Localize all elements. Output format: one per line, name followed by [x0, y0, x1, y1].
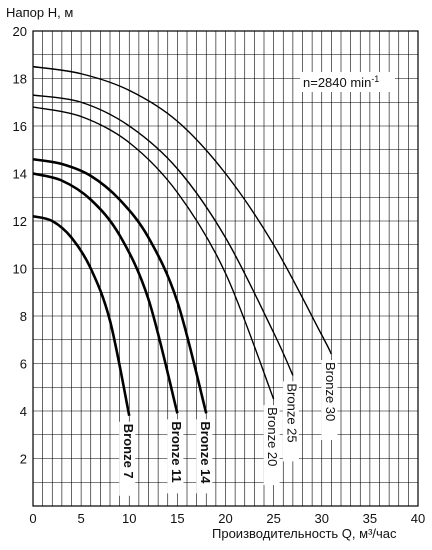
series-label-bg — [321, 360, 338, 440]
annotation-box — [300, 72, 395, 92]
x-axis-label: Производительность Q, м³/час — [212, 526, 397, 541]
x-tick-label: 25 — [266, 511, 280, 526]
tick-labels: 0 5 10 15 20 25 30 35 40 2 4 6 8 10 12 14 16 18 20 — [13, 24, 426, 526]
x-tick-label: 30 — [315, 511, 329, 526]
series-line-bronze-30 — [32, 65, 332, 355]
series-lines — [32, 65, 332, 417]
y-tick-label: 20 — [13, 24, 27, 39]
series-labels: Bronze 7 Bronze 11 Bronze 14 Bronze 20 Bronz… — [119, 360, 338, 496]
series-label-bg — [263, 405, 280, 486]
y-tick-label: 16 — [13, 119, 27, 134]
series-label-bronze-20: Bronze 20 — [265, 407, 280, 466]
y-tick-label: 6 — [20, 357, 27, 372]
series-label-bronze-14: Bronze 14 — [198, 421, 213, 484]
series-label-bronze-30: Bronze 30 — [323, 362, 338, 421]
y-tick-label: 10 — [13, 262, 27, 277]
series-label-bronze-11: Bronze 11 — [169, 421, 184, 482]
series-line-bronze-14 — [32, 157, 208, 414]
series-label-bg — [196, 419, 213, 494]
y-tick-label: 18 — [13, 72, 27, 87]
x-tick-label: 0 — [29, 511, 36, 526]
x-tick-label: 20 — [218, 511, 232, 526]
series-label-bronze-25: Bronze 25 — [284, 383, 299, 442]
series-label-bg — [282, 381, 299, 462]
series-label-bronze-7: Bronze 7 — [121, 424, 136, 479]
x-tick-label: 35 — [363, 511, 377, 526]
x-tick-label: 5 — [78, 511, 85, 526]
series-label-bg — [119, 421, 136, 496]
series-line-bronze-7 — [32, 214, 131, 417]
y-tick-label: 2 — [20, 452, 27, 467]
y-tick-label: 12 — [13, 214, 27, 229]
y-tick-label: 8 — [20, 309, 27, 324]
plot-frame — [32, 30, 419, 507]
x-tick-label: 40 — [411, 511, 425, 526]
x-tick-label: 10 — [122, 511, 136, 526]
y-tick-label: 14 — [13, 167, 27, 182]
rpm-annotation: n=2840 min-1 — [303, 74, 379, 90]
x-tick-label: 15 — [170, 511, 184, 526]
y-axis-label: Напор H, м — [6, 5, 73, 20]
series-label-bg — [167, 419, 184, 494]
series-line-bronze-20 — [32, 106, 275, 400]
series-line-bronze-25 — [32, 94, 294, 376]
series-line-bronze-11 — [32, 172, 179, 414]
y-tick-label: 4 — [20, 404, 27, 419]
